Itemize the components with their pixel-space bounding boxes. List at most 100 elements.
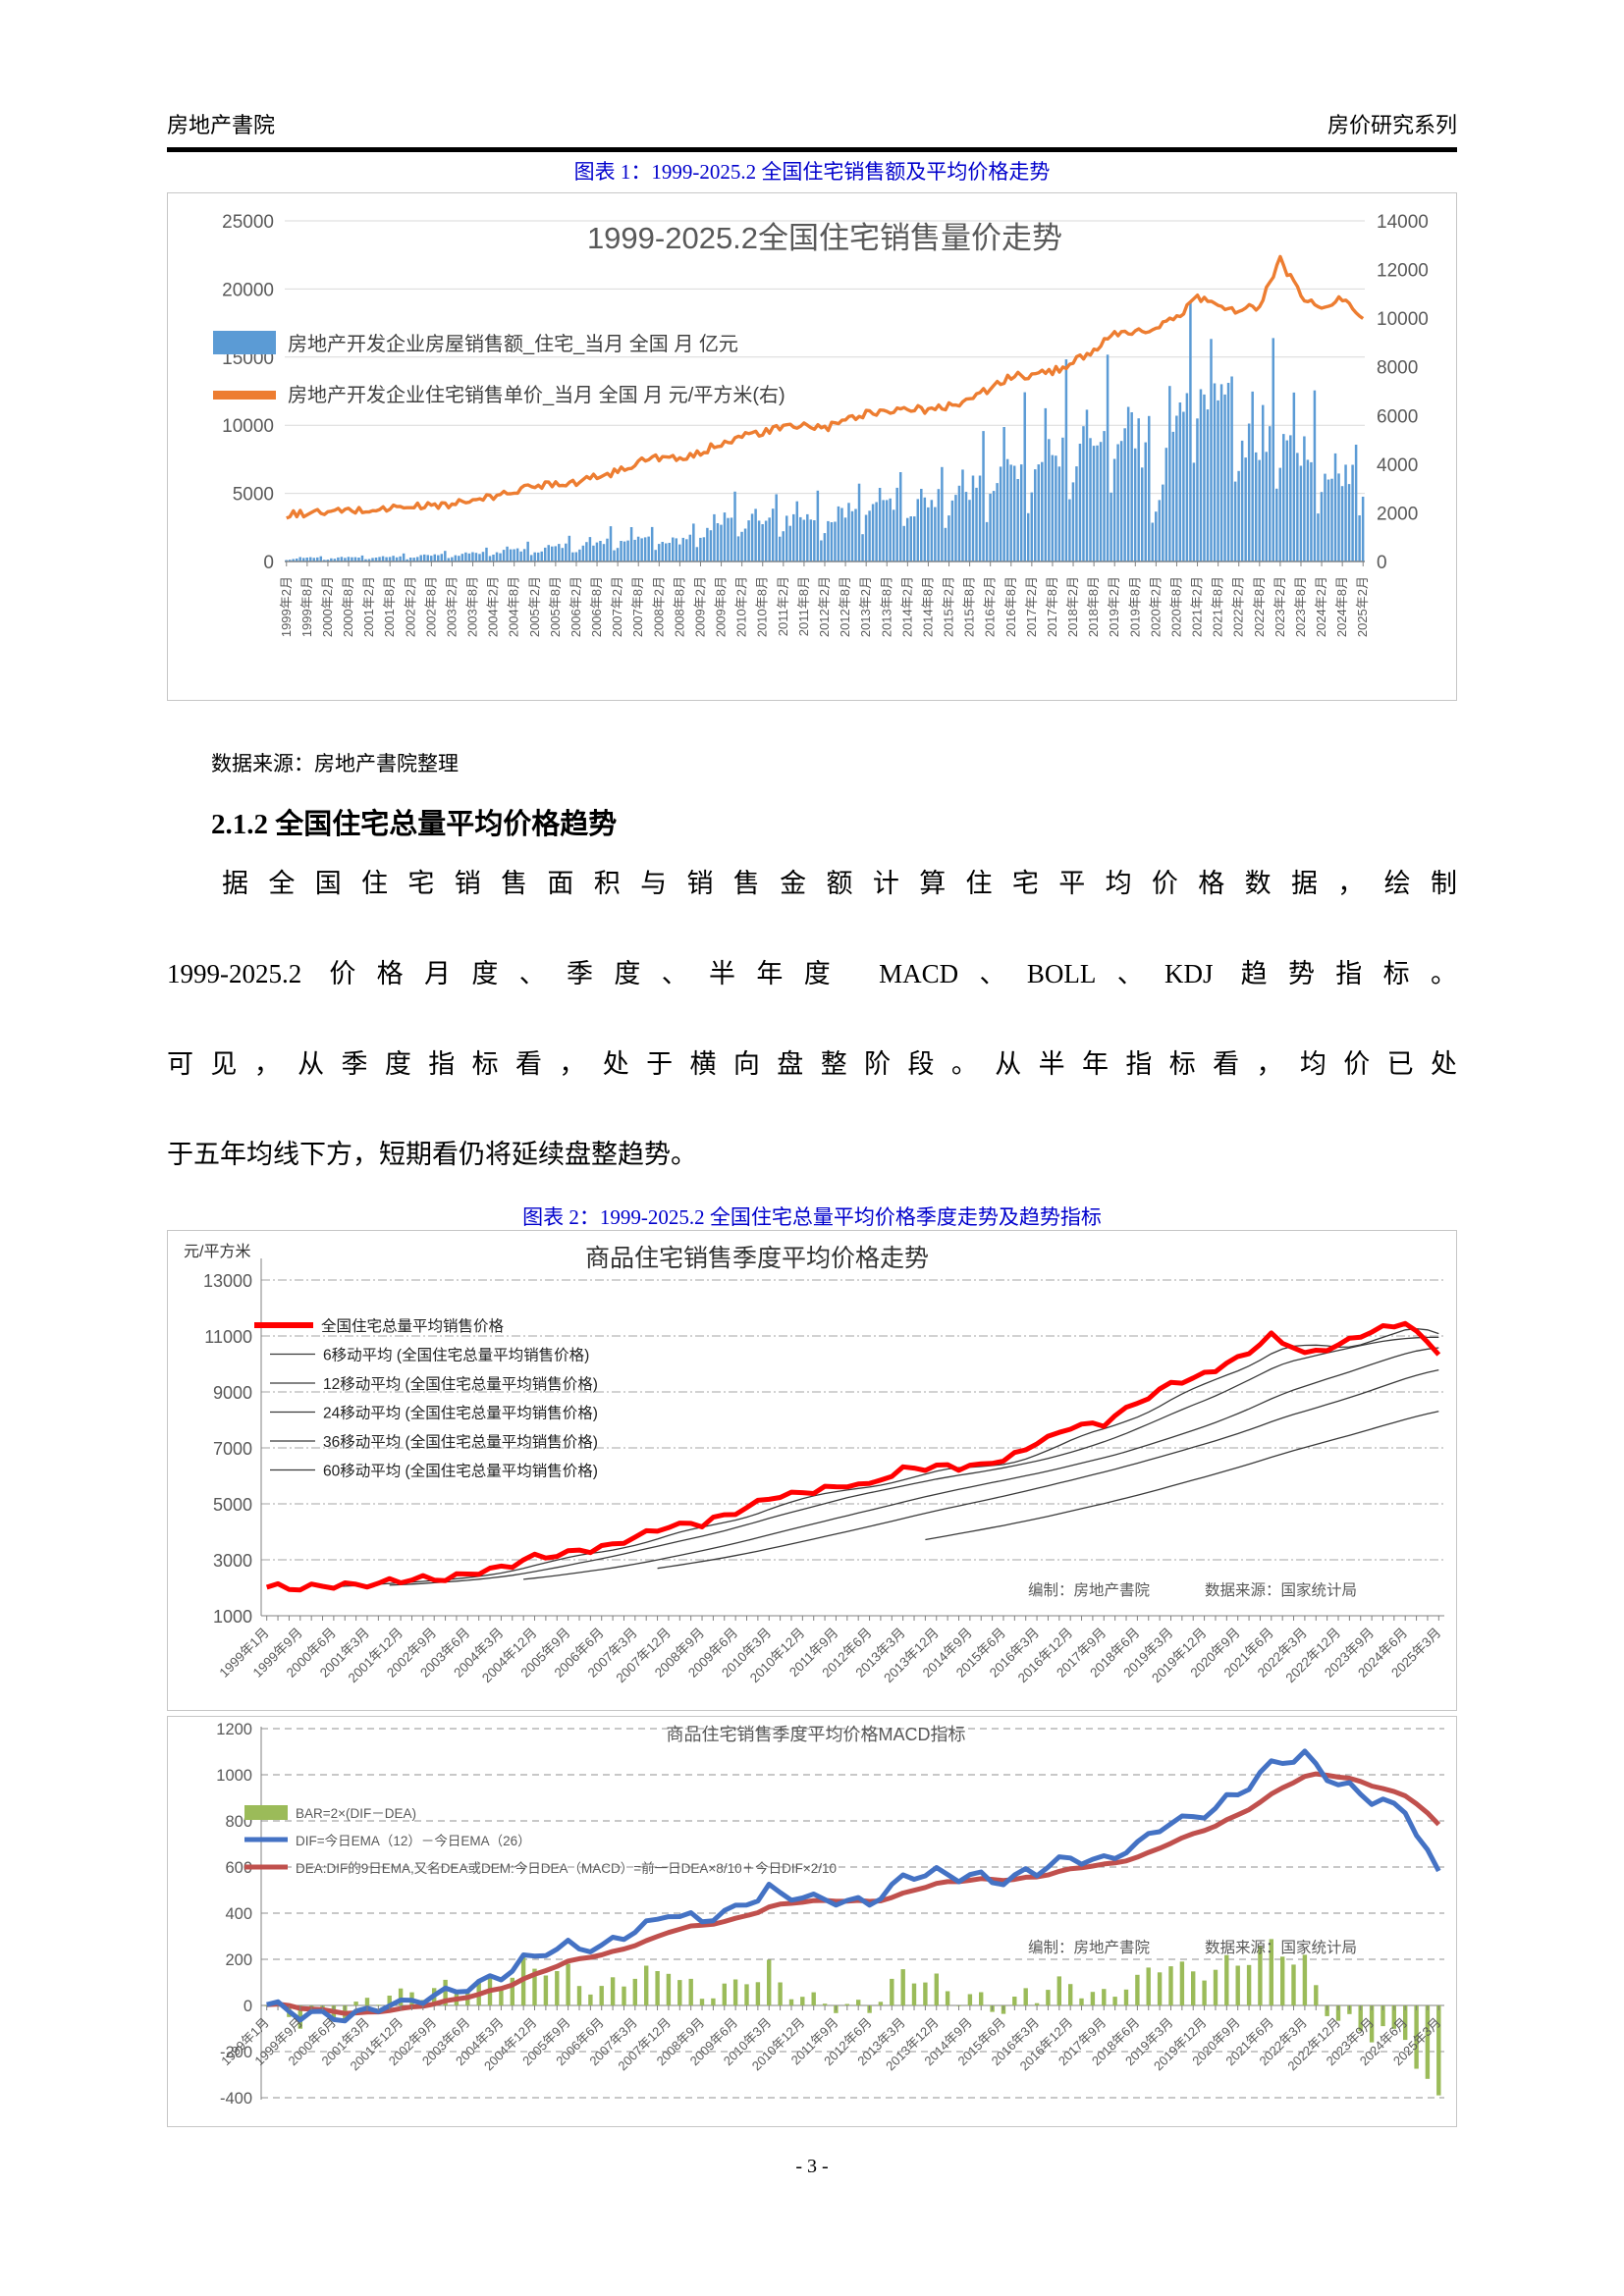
svg-text:1000: 1000 [213,1607,252,1627]
svg-text:数据来源：国家统计局: 数据来源：国家统计局 [1205,1939,1357,1956]
svg-text:全国住宅总量平均销售价格: 全国住宅总量平均销售价格 [321,1317,505,1335]
svg-text:1200: 1200 [216,1721,252,1738]
svg-text:0: 0 [244,1998,252,2015]
svg-text:2005年2月: 2005年2月 [527,576,542,637]
header-left-title: 房地产書院 [167,113,276,137]
svg-text:10000: 10000 [222,416,274,437]
svg-text:5000: 5000 [233,485,274,506]
svg-text:2025年2月: 2025年2月 [1355,576,1370,637]
figure1-source-note: 数据来源：房地产書院整理 [211,752,459,775]
svg-text:2000年2月: 2000年2月 [320,576,335,637]
svg-text:2008年2月: 2008年2月 [651,576,666,637]
svg-text:数据来源：国家统计局: 数据来源：国家统计局 [1205,1581,1357,1599]
svg-text:2021年2月: 2021年2月 [1190,576,1205,637]
price-line-monthly [286,254,1365,520]
svg-text:2018年8月: 2018年8月 [1086,576,1101,637]
svg-text:2013年8月: 2013年8月 [879,576,893,637]
svg-text:商品住宅销售季度平均价格MACD指标: 商品住宅销售季度平均价格MACD指标 [667,1725,966,1744]
svg-text:2016年2月: 2016年2月 [983,576,998,637]
svg-text:-400: -400 [220,2090,252,2108]
dif-line [266,1748,1441,2024]
svg-text:2015年8月: 2015年8月 [962,576,977,637]
svg-text:2017年2月: 2017年2月 [1024,576,1039,637]
svg-text:3000: 3000 [213,1551,252,1571]
figure2-quarterly-price-chart: 13000 11000 9000 7000 5000 3000 1000 元/平方米 商品住宅销… [167,1230,1457,1711]
svg-text:1000: 1000 [216,1767,252,1785]
svg-text:2020年2月: 2020年2月 [1148,576,1163,637]
svg-text:2010年2月: 2010年2月 [734,576,749,637]
svg-text:编制：房地产書院: 编制：房地产書院 [1028,1938,1150,1956]
svg-text:2011年8月: 2011年8月 [796,576,811,636]
chart2-legend: 全国住宅总量平均销售价格 6移动平均 (全国住宅总量平均销售价格) 12移动平均 (… [254,1317,598,1480]
svg-text:2022年8月: 2022年8月 [1252,576,1267,637]
paragraph-line-3: 可见，从季度指标看，处于横向盘整阶段。从半年指标看，均价已处 [167,1049,1457,1079]
svg-text:2012年8月: 2012年8月 [838,576,852,637]
svg-text:2001年8月: 2001年8月 [382,576,397,637]
svg-text:13000: 13000 [203,1271,252,1291]
figure1-sales-price-chart: 0 5000 10000 15000 20000 25000 0 2000 4000 6000 80… [167,192,1457,701]
svg-text:2010年8月: 2010年8月 [755,576,770,637]
svg-text:7000: 7000 [213,1439,252,1459]
figure1-caption: 图表 1：1999-2025.2 全国住宅销售额及平均价格走势 [573,160,1051,184]
svg-text:25000: 25000 [222,212,274,233]
header-right-title: 房价研究系列 [1326,113,1457,137]
svg-text:14000: 14000 [1377,212,1429,233]
svg-text:2003年2月: 2003年2月 [444,576,459,637]
svg-text:0: 0 [1377,553,1387,573]
paragraph-line-2: 1999-2025.2 价格月度、季度、半年度 MACD、BOLL、KDJ 趋势… [167,959,1457,988]
svg-text:2005年8月: 2005年8月 [548,576,563,637]
svg-text:房地产开发企业住宅销售单价_当月 全国 月 元/平方米(右): 房地产开发企业住宅销售单价_当月 全国 月 元/平方米(右) [288,384,785,406]
chart1-grid: 0500010000150002000025000020004000600080… [222,212,1429,573]
dea-line [266,1771,1441,2016]
figure3-macd-chart: 1200 1000 800 600 400 200 0 -200 -400 商品住宅销售季度平均价… [167,1716,1457,2127]
svg-text:2001年2月: 2001年2月 [361,576,376,637]
svg-text:2022年2月: 2022年2月 [1231,576,1246,637]
svg-text:8000: 8000 [1377,358,1418,379]
svg-text:DEA:DIF的9日EMA,又名DEA或DEM:今日DEA（: DEA:DIF的9日EMA,又名DEA或DEM:今日DEA（MACD）=前一日D… [296,1860,837,1876]
svg-text:2021年8月: 2021年8月 [1211,576,1225,637]
svg-text:600: 600 [225,1859,252,1877]
chart2-svg: 13000 11000 9000 7000 5000 3000 1000 元/平方米 商品住宅销… [184,1243,1444,1685]
svg-text:5000: 5000 [213,1495,252,1515]
svg-text:1999年8月: 1999年8月 [299,576,314,637]
section-heading: 2.1.2 全国住宅总量平均价格趋势 [211,809,618,840]
paragraph-line-1: 据全国住宅销售面积与销售金额计算住宅平均价格数据，绘制 [222,869,1457,898]
svg-text:60移动平均 (全国住宅总量平均销售价格): 60移动平均 (全国住宅总量平均销售价格) [323,1463,598,1480]
svg-text:元/平方米: 元/平方米 [184,1243,250,1260]
svg-text:10000: 10000 [1377,309,1429,330]
svg-text:2002年8月: 2002年8月 [423,576,438,637]
chart3-svg: 120010008006004002000-200-400商品住宅销售季度平均价… [216,1721,1444,2108]
svg-text:2009年8月: 2009年8月 [714,576,729,637]
svg-text:20000: 20000 [222,280,274,300]
svg-text:2017年8月: 2017年8月 [1045,576,1059,637]
svg-text:200: 200 [225,1951,252,1969]
avg-price-line [265,1320,1441,1593]
svg-text:2004年8月: 2004年8月 [507,576,521,637]
svg-text:商品住宅销售季度平均价格走势: 商品住宅销售季度平均价格走势 [585,1245,929,1272]
svg-text:-200: -200 [220,2044,252,2061]
svg-text:2000: 2000 [1377,504,1418,524]
svg-text:2020年8月: 2020年8月 [1168,576,1183,637]
svg-text:2023年2月: 2023年2月 [1272,576,1287,637]
svg-text:12移动平均 (全国住宅总量平均销售价格): 12移动平均 (全国住宅总量平均销售价格) [323,1375,598,1393]
svg-text:2015年2月: 2015年2月 [942,576,956,637]
svg-text:2023年8月: 2023年8月 [1293,576,1308,637]
svg-text:2011年2月: 2011年2月 [776,576,790,636]
chart1-legend: 房地产开发企业房屋销售额_住宅_当月 全国 月 亿元房地产开发企业住宅销售单价_… [213,331,785,406]
svg-text:2006年8月: 2006年8月 [589,576,604,637]
svg-text:2012年2月: 2012年2月 [817,576,832,637]
svg-text:2000年8月: 2000年8月 [341,576,355,637]
svg-text:400: 400 [225,1905,252,1923]
svg-text:编制：房地产書院: 编制：房地产書院 [1028,1580,1150,1599]
svg-text:2013年2月: 2013年2月 [858,576,873,637]
svg-text:DIF=今日EMA（12）－今日EMA（26）: DIF=今日EMA（12）－今日EMA（26） [296,1834,531,1848]
svg-text:1999年2月: 1999年2月 [279,576,294,637]
macd-bars [264,1939,1441,2096]
figure2-caption: 图表 2：1999-2025.2 全国住宅总量平均价格季度走势及趋势指标 [522,1205,1102,1229]
svg-text:2024年2月: 2024年2月 [1314,576,1328,637]
svg-text:2014年8月: 2014年8月 [920,576,935,637]
moving-average-lines [322,1327,1439,1588]
page-header: 房地产書院 房价研究系列 [167,108,1457,152]
